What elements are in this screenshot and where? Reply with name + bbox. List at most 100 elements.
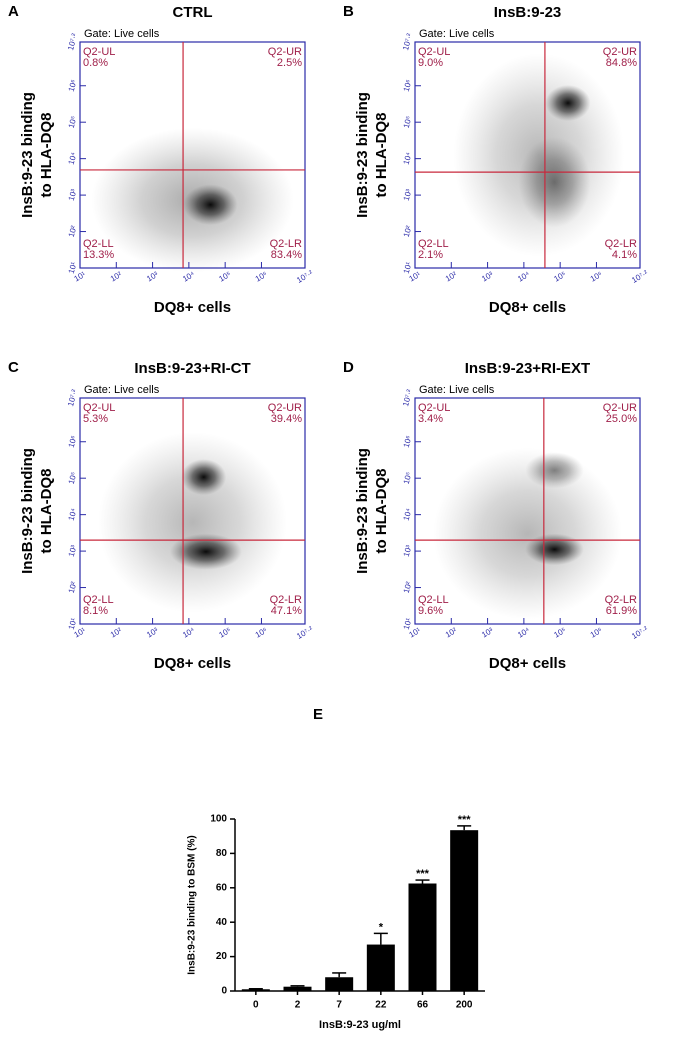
y-tick-label: 10³ <box>402 188 414 202</box>
cell-cloud <box>525 452 584 489</box>
quadrant-percent: 3.4% <box>418 413 443 425</box>
bar <box>450 830 479 991</box>
x-tick-label: 22 <box>375 1000 387 1011</box>
y-axis-label: to HLA-DQ8 <box>38 113 55 198</box>
x-tick-label: 10² <box>109 626 124 640</box>
y-tick-label: 10⁷·² <box>66 388 79 407</box>
quadrant-percent: 9.0% <box>418 57 443 69</box>
quadrant-name: Q2-UR <box>603 402 637 414</box>
y-tick-label: 10⁵ <box>67 115 79 129</box>
quadrant-name: Q2-UL <box>418 46 450 58</box>
y-tick-label: 10¹ <box>67 617 79 631</box>
plot-frame <box>414 397 641 625</box>
y-tick-label: 10⁶ <box>67 79 79 93</box>
quadrant-percent: 39.4% <box>271 413 302 425</box>
cell-cloud <box>98 431 287 613</box>
x-tick-label: 10² <box>444 270 459 284</box>
panel-letter: A <box>8 3 19 20</box>
quadrant-name: Q2-LL <box>83 238 114 250</box>
panel-letter: C <box>8 359 19 376</box>
x-tick-label: 10³ <box>145 270 160 284</box>
quadrant-percent: 5.3% <box>83 413 108 425</box>
cell-cloud <box>170 533 242 570</box>
quadrant-name: Q2-UR <box>603 46 637 58</box>
y-tick-label: 0 <box>221 986 227 997</box>
cell-cloud <box>433 447 622 620</box>
y-tick-label: 10⁶ <box>67 435 79 449</box>
quadrant-percent: 25.0% <box>606 413 637 425</box>
quadrant-percent: 47.1% <box>271 605 302 617</box>
x-tick-label: 10² <box>109 270 124 284</box>
quadrant-percent: 2.1% <box>418 249 443 261</box>
quadrant-percent: 9.6% <box>418 605 443 617</box>
x-tick-label: 10⁶ <box>254 626 269 640</box>
y-tick-label: 10² <box>402 224 414 238</box>
x-tick-label: 10⁴ <box>516 625 532 639</box>
y-tick-label: 10² <box>67 224 79 238</box>
y-tick-label: 10⁵ <box>402 115 414 129</box>
y-tick-label: 10⁷·² <box>66 32 79 51</box>
y-tick-label: 40 <box>216 917 228 928</box>
x-tick-label: 10⁶ <box>589 270 604 284</box>
x-tick-label: 10⁷·² <box>295 624 315 641</box>
x-tick-label: 2 <box>295 1000 301 1011</box>
quadrant-percent: 8.1% <box>83 605 108 617</box>
quadrant-percent: 13.3% <box>83 249 114 261</box>
y-tick-label: 10⁷·² <box>401 32 414 51</box>
x-tick-label: 66 <box>417 1000 429 1011</box>
chart-title: InsB:9-23+RI-CT <box>134 360 250 377</box>
y-axis-label: to HLA-DQ8 <box>373 469 390 554</box>
plot-frame <box>79 41 306 269</box>
chart-title: InsB:9-23 <box>494 4 562 21</box>
cell-cloud <box>545 84 591 122</box>
y-tick-label: 10² <box>402 580 414 594</box>
bar <box>283 986 312 991</box>
y-tick-label: 10³ <box>67 544 79 558</box>
x-tick-label: 10⁷·² <box>630 268 650 285</box>
y-tick-label: 60 <box>216 882 228 893</box>
panel-letter: D <box>343 359 354 376</box>
bar <box>241 989 270 991</box>
y-tick-label: 10⁷·² <box>401 388 414 407</box>
y-axis-label: InsB:9-23 binding <box>354 92 371 218</box>
y-tick-label: 10⁶ <box>402 435 414 449</box>
x-tick-label: 10⁵ <box>552 270 567 284</box>
x-tick-label: 10⁶ <box>254 270 269 284</box>
x-tick-label: 10⁷·² <box>630 624 650 641</box>
quadrant-name: Q2-LL <box>418 238 449 250</box>
y-tick-label: 10¹ <box>402 261 414 275</box>
quadrant-name: Q2-LR <box>605 594 637 606</box>
cell-cloud <box>525 533 584 566</box>
x-tick-label: 10⁴ <box>516 269 532 283</box>
y-axis-label: InsB:9-23 binding to BSM (%) <box>187 835 198 974</box>
x-tick-label: 10⁵ <box>552 626 567 640</box>
x-tick-label: 0 <box>253 1000 259 1011</box>
x-axis-label: InsB:9-23 ug/ml <box>319 1019 401 1031</box>
bar <box>325 977 354 991</box>
bar <box>366 944 395 991</box>
y-tick-label: 10³ <box>67 188 79 202</box>
plot-frame <box>79 397 306 625</box>
quadrant-name: Q2-LR <box>605 238 637 250</box>
quadrant-percent: 83.4% <box>271 249 302 261</box>
y-tick-label: 10⁴ <box>67 151 79 166</box>
quadrant-percent: 84.8% <box>606 57 637 69</box>
chart-title: InsB:9-23+RI-EXT <box>465 360 590 377</box>
y-axis-label: InsB:9-23 binding <box>19 92 36 218</box>
x-axis-label: DQ8+ cells <box>489 299 566 316</box>
x-axis-label: DQ8+ cells <box>154 655 231 672</box>
quadrant-name: Q2-LR <box>270 594 302 606</box>
y-tick-label: 10⁶ <box>402 79 414 93</box>
cell-cloud <box>183 184 238 226</box>
y-tick-label: 10⁴ <box>402 507 414 522</box>
quadrant-name: Q2-LL <box>418 594 449 606</box>
gate-label: Gate: Live cells <box>84 28 160 40</box>
y-tick-label: 10⁴ <box>402 151 414 166</box>
x-axis-label: DQ8+ cells <box>489 655 566 672</box>
y-axis-label: to HLA-DQ8 <box>373 113 390 198</box>
gate-label: Gate: Live cells <box>84 384 160 396</box>
significance: *** <box>416 868 430 880</box>
x-tick-label: 200 <box>456 1000 473 1011</box>
chart-title: CTRL <box>173 4 213 21</box>
